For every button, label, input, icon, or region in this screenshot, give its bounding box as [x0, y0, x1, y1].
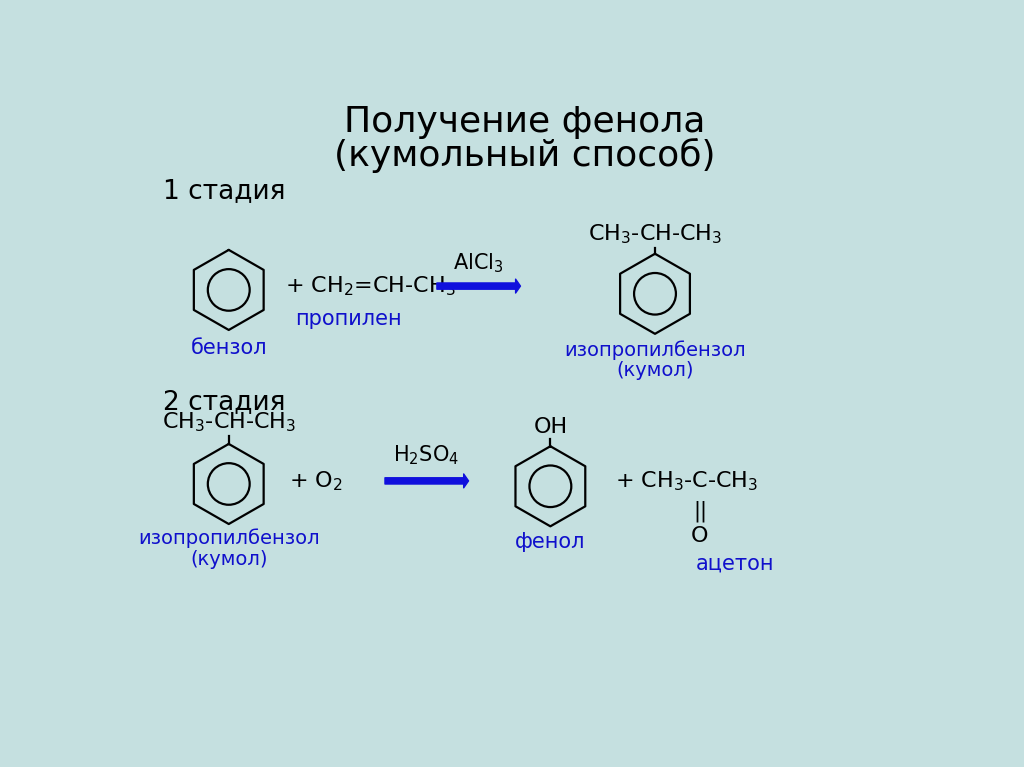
Text: (кумол): (кумол)	[616, 361, 693, 380]
Text: AlCl$_3$: AlCl$_3$	[453, 251, 504, 275]
Text: O: O	[691, 526, 709, 546]
Text: 1 стадия: 1 стадия	[163, 179, 286, 204]
Text: Получение фенола: Получение фенола	[344, 105, 706, 139]
Text: изопропилбензол: изопропилбензол	[564, 340, 745, 360]
Text: фенол: фенол	[515, 532, 586, 551]
Text: H$_2$SO$_4$: H$_2$SO$_4$	[393, 443, 460, 467]
Text: + O$_2$: + O$_2$	[289, 469, 343, 492]
Text: CH$_3$-CH-CH$_3$: CH$_3$-CH-CH$_3$	[588, 222, 722, 246]
Text: ||: ||	[693, 501, 707, 522]
Text: ацетон: ацетон	[695, 553, 774, 573]
Text: (кумол): (кумол)	[190, 550, 267, 569]
Text: изопропилбензол: изопропилбензол	[138, 528, 319, 548]
Text: + CH$_3$-C-CH$_3$: + CH$_3$-C-CH$_3$	[614, 469, 758, 492]
Text: пропилен: пропилен	[296, 309, 402, 329]
Text: OH: OH	[534, 417, 567, 437]
Text: (кумольный способ): (кумольный способ)	[334, 137, 716, 173]
Text: CH$_3$-CH-CH$_3$: CH$_3$-CH-CH$_3$	[162, 410, 296, 434]
Text: бензол: бензол	[190, 337, 267, 357]
Text: + CH$_2$=CH-CH$_3$: + CH$_2$=CH-CH$_3$	[285, 275, 455, 298]
Text: 2 стадия: 2 стадия	[163, 389, 286, 415]
